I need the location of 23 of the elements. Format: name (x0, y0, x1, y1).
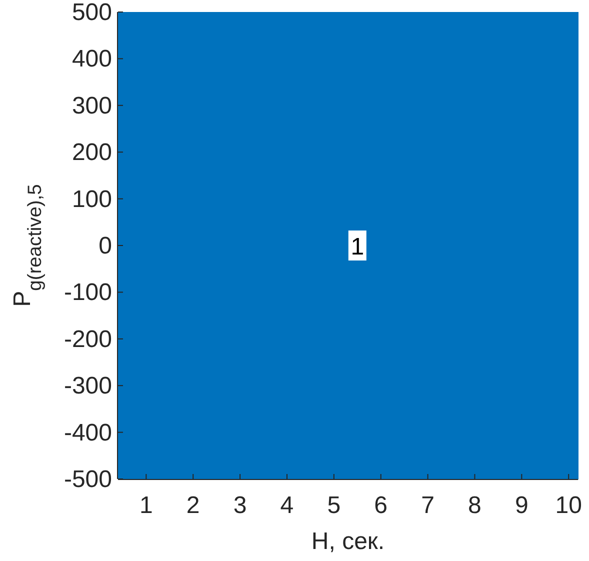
x-tick-label: 7 (421, 492, 434, 519)
y-tick-label: -100 (64, 279, 112, 306)
x-axis-title: H, сек. (311, 528, 385, 555)
x-tick-label: 6 (374, 492, 388, 519)
x-tick-label: 4 (280, 492, 294, 519)
x-tick-label: 10 (555, 492, 582, 519)
x-tick-label: 2 (186, 492, 200, 519)
annotation: 1 (350, 234, 364, 260)
x-tick-label: 5 (327, 492, 341, 519)
y-tick-label: -500 (64, 466, 112, 493)
y-tick-label: -200 (64, 326, 112, 353)
y-tick-label: -400 (64, 419, 112, 446)
y-tick-label: 300 (72, 92, 112, 120)
y-tick-label: 100 (72, 186, 112, 213)
y-tick-label: -300 (64, 372, 112, 400)
y-tick-label: 400 (72, 46, 112, 73)
y-tick-label: 200 (72, 139, 112, 166)
x-tick-label: 8 (468, 492, 482, 519)
x-tick-label: 3 (233, 492, 247, 519)
y-tick-label: 0 (98, 232, 112, 260)
x-tick-label: 1 (139, 492, 153, 519)
y-tick-label: 500 (72, 0, 112, 26)
x-tick-label: 9 (514, 492, 528, 519)
